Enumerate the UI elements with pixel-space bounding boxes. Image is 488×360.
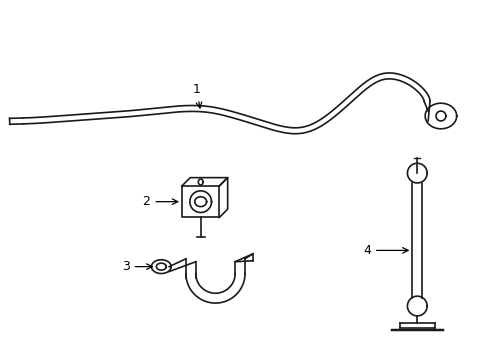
Text: 4: 4 bbox=[363, 244, 407, 257]
Text: 2: 2 bbox=[142, 195, 178, 208]
Text: 3: 3 bbox=[122, 260, 152, 273]
Text: 1: 1 bbox=[192, 83, 202, 108]
